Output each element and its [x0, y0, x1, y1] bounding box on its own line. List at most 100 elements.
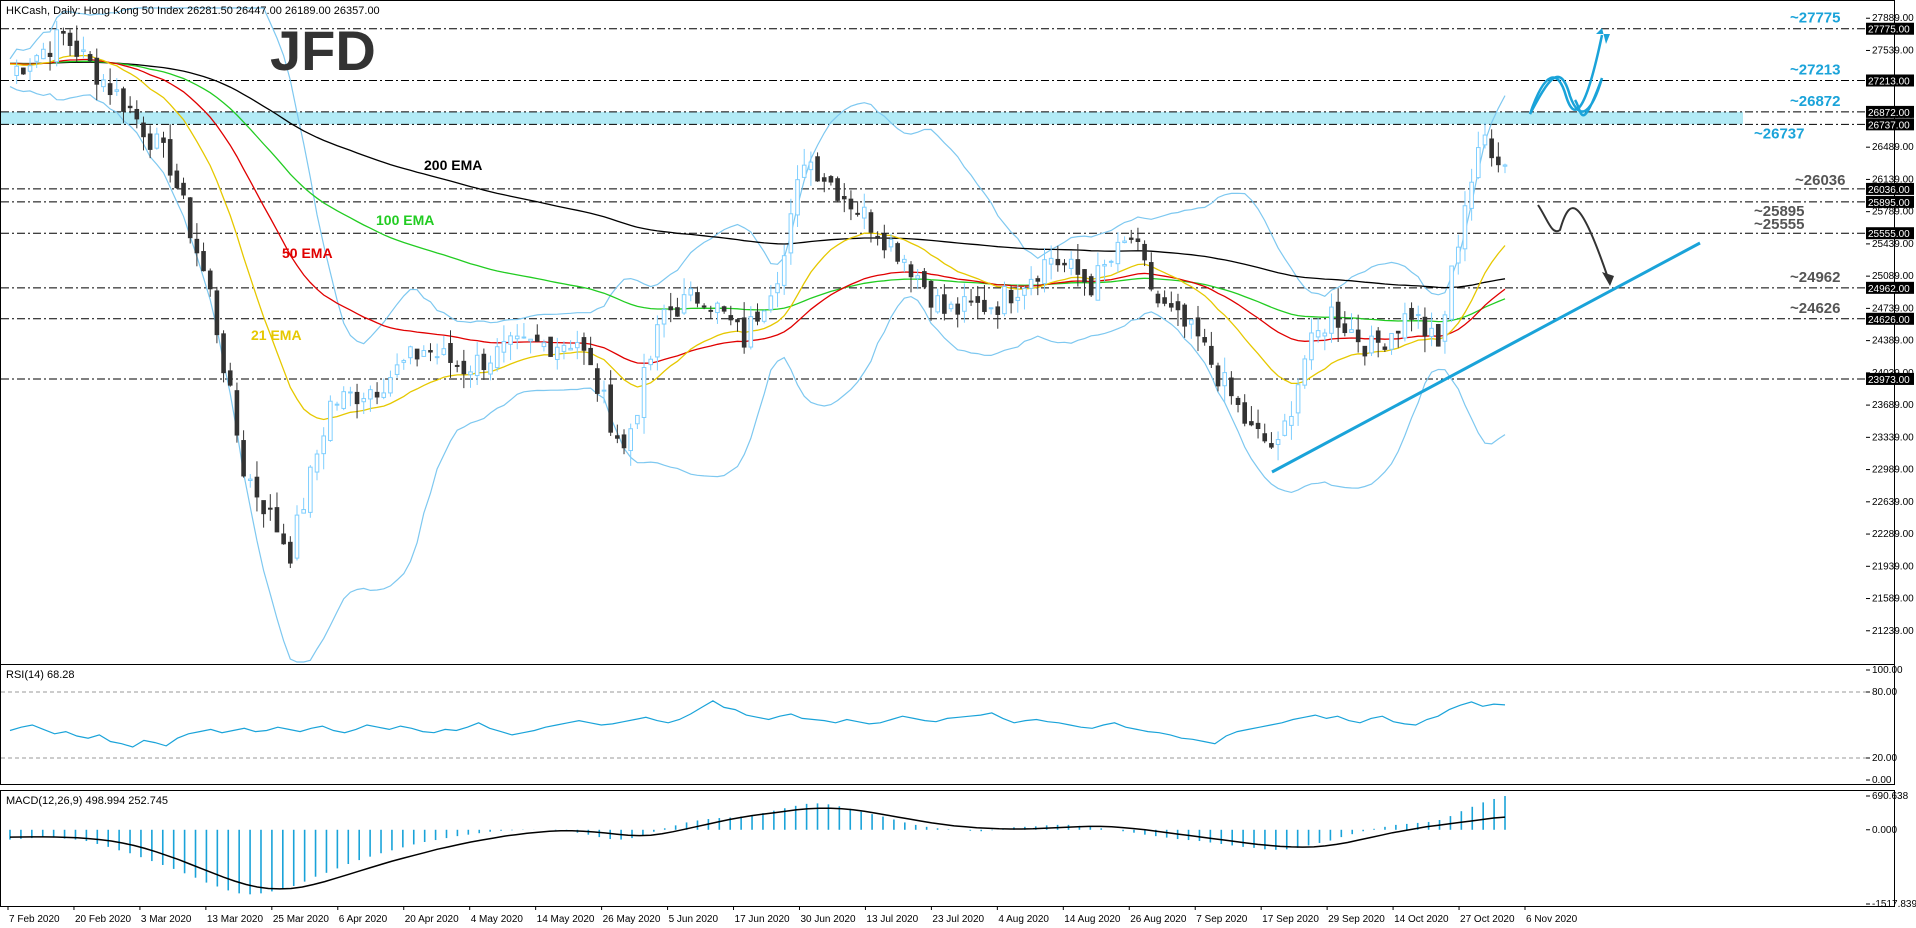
- candle-body: [855, 212, 860, 215]
- candle: [134, 100, 140, 129]
- price-tag: 26036.00: [1866, 182, 1914, 196]
- price-tag-label: 24962.00: [1868, 284, 1910, 295]
- candle: [661, 304, 667, 338]
- price-tag: 27775.00: [1866, 22, 1914, 36]
- candle: [388, 370, 393, 397]
- candle-body: [1249, 421, 1254, 426]
- candle: [1502, 163, 1508, 174]
- candle-body: [107, 83, 113, 96]
- candle-body: [768, 295, 774, 310]
- candle-body: [301, 509, 306, 514]
- candle-body: [841, 196, 847, 200]
- price-tag-label: 24626.00: [1868, 315, 1910, 326]
- price-tag-box: [1866, 22, 1914, 35]
- candle-body: [761, 310, 767, 322]
- candle-body: [848, 198, 854, 210]
- rsi-tick-label: 100.00: [1872, 665, 1903, 676]
- candle-body: [1295, 384, 1301, 414]
- date-tick-label: 26 Aug 2020: [1130, 914, 1187, 925]
- candle-body: [1182, 304, 1187, 327]
- candle-body: [635, 414, 640, 425]
- candle-body: [401, 360, 407, 363]
- candle: [47, 41, 53, 71]
- candle: [428, 343, 433, 362]
- candle: [928, 280, 934, 321]
- candle-body: [74, 40, 80, 57]
- candle-body: [615, 435, 620, 439]
- candle: [381, 378, 387, 400]
- candle: [334, 401, 340, 411]
- candle: [1255, 409, 1261, 439]
- bearish-arrowhead: [1602, 272, 1614, 286]
- candle-body: [528, 338, 533, 342]
- candle: [955, 297, 961, 328]
- candle-body: [561, 344, 567, 352]
- candle-body: [54, 29, 60, 63]
- candle: [1462, 191, 1468, 262]
- date-tick-label: 20 Apr 2020: [405, 914, 459, 925]
- candle: [534, 324, 540, 342]
- rsi-tick-label: 80.00: [1872, 687, 1897, 698]
- candle-body: [715, 302, 720, 314]
- price-tick-label: 24739.00: [1872, 303, 1914, 314]
- price-tag: 23973.00: [1866, 372, 1914, 386]
- candle-body: [1162, 297, 1167, 304]
- candle: [514, 324, 520, 350]
- candle-body: [1322, 332, 1328, 337]
- candle-body: [1255, 422, 1261, 430]
- candle-body: [1235, 397, 1241, 405]
- candle: [968, 288, 974, 306]
- price-tag: 25555.00: [1866, 227, 1914, 240]
- candle: [1429, 312, 1434, 347]
- candle-body: [187, 197, 193, 239]
- candle: [1322, 328, 1328, 351]
- candle: [548, 336, 553, 357]
- candle: [474, 342, 480, 386]
- candle: [468, 365, 473, 388]
- rsi-line: [9, 700, 1506, 748]
- candle-body: [1175, 301, 1181, 311]
- candle: [1442, 310, 1448, 354]
- candle: [948, 301, 954, 312]
- candle-body: [27, 65, 33, 72]
- candle-body: [1055, 258, 1061, 266]
- candle-body: [374, 391, 380, 398]
- candle: [87, 51, 93, 63]
- candle-body: [1088, 276, 1094, 296]
- candle-body: [81, 49, 86, 52]
- price-tick-label: 21239.00: [1872, 626, 1914, 637]
- candle-body: [241, 440, 246, 477]
- candle-body: [915, 275, 920, 279]
- level-lines: [1, 28, 1866, 380]
- candle-body: [741, 317, 747, 348]
- price-tick-label: 26139.00: [1872, 174, 1914, 185]
- candle-body: [1048, 257, 1054, 265]
- candle-body: [247, 478, 253, 482]
- candle-body: [875, 235, 880, 239]
- price-tag-label: 26872.00: [1868, 108, 1910, 119]
- price-tick-label: 25089.00: [1872, 271, 1914, 282]
- candle: [841, 183, 847, 213]
- candle-body: [1128, 237, 1134, 240]
- candle-body: [1369, 335, 1374, 354]
- candle: [1422, 307, 1428, 353]
- price-tick-label: 23689.00: [1872, 400, 1914, 411]
- candle-body: [274, 507, 280, 533]
- candle: [1395, 330, 1401, 348]
- candle: [408, 345, 413, 365]
- candle-body: [261, 500, 266, 515]
- candle-body: [1028, 278, 1034, 289]
- candle: [1409, 302, 1414, 332]
- date-tick-label: 14 May 2020: [537, 914, 595, 925]
- candle: [1015, 284, 1021, 313]
- candle-body: [661, 309, 667, 325]
- candle-body: [1415, 314, 1421, 317]
- candle-body: [1429, 327, 1434, 338]
- candle-body: [101, 79, 106, 88]
- candle-body: [775, 283, 780, 294]
- date-tick-label: 7 Feb 2020: [9, 914, 60, 925]
- candle-body: [361, 398, 367, 403]
- price-tag-label: 27775.00: [1868, 25, 1910, 36]
- candle: [1022, 286, 1027, 310]
- candle: [701, 303, 707, 310]
